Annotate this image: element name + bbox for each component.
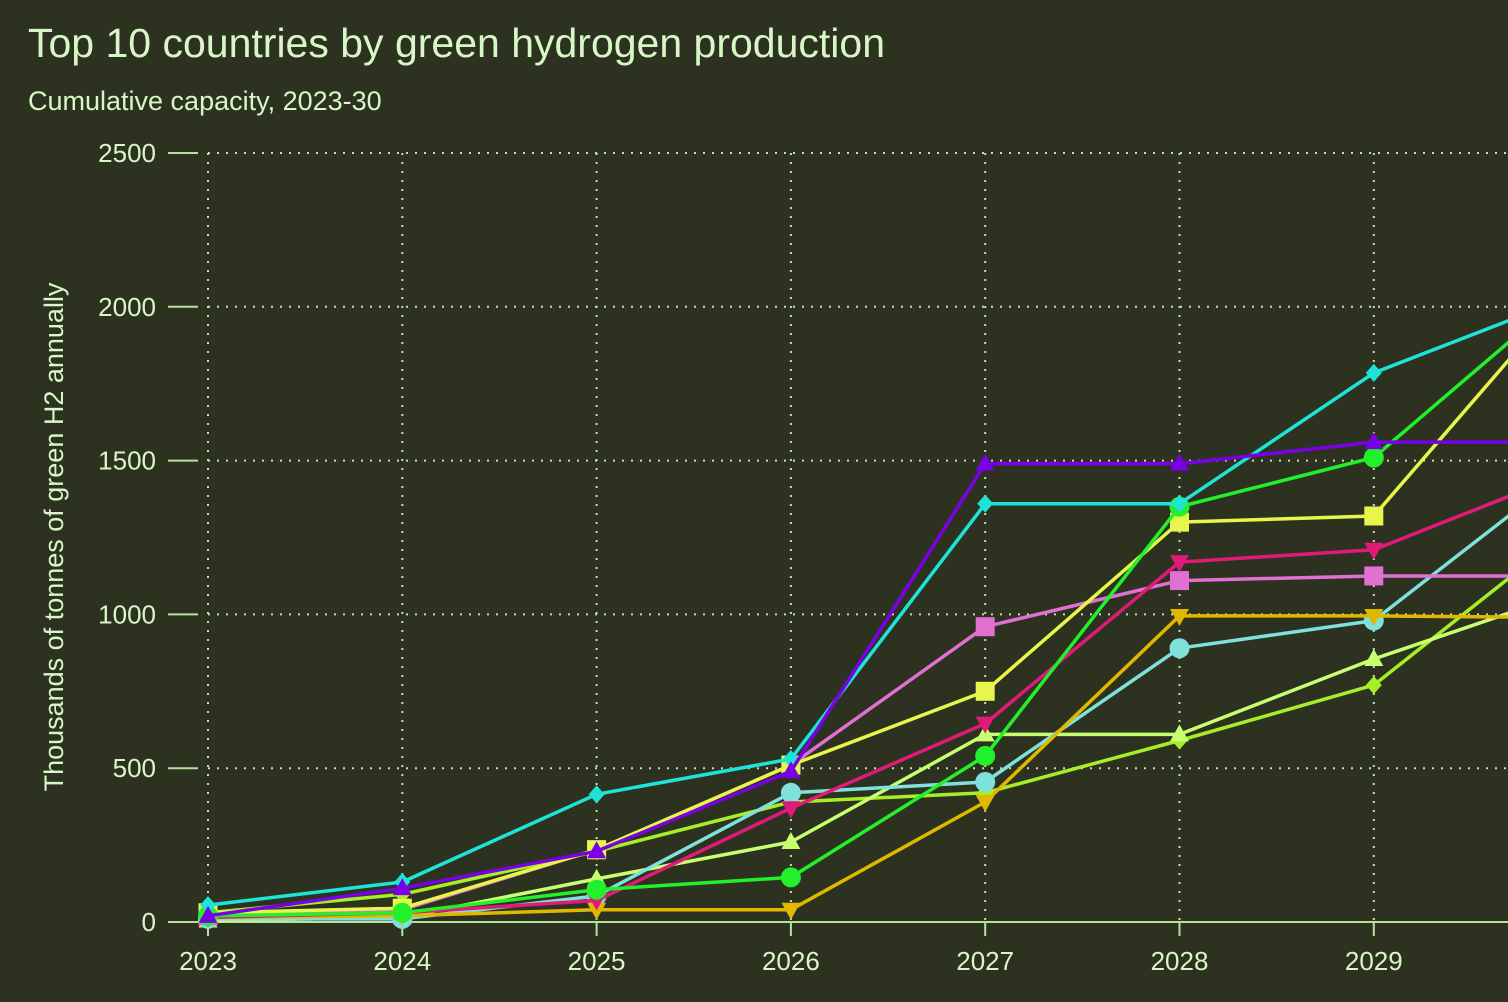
x-tick-label: 2028: [1151, 946, 1209, 976]
data-point: [1170, 571, 1189, 591]
y-tick-label: 2000: [98, 292, 156, 322]
data-point: [975, 681, 995, 701]
y-tick-label: 0: [142, 907, 156, 937]
data-point: [1364, 608, 1384, 626]
data-point: [781, 832, 801, 850]
series-lines: [198, 319, 1508, 929]
data-point: [586, 879, 607, 900]
data-point: [1169, 638, 1190, 659]
data-point: [1170, 724, 1189, 742]
series-5: [198, 494, 1508, 928]
series-7: [198, 608, 1508, 928]
series-2: [200, 319, 1508, 915]
data-point: [780, 782, 801, 803]
series-1: [198, 432, 1508, 923]
y-tick-label: 2500: [98, 138, 156, 168]
data-point: [977, 494, 994, 513]
data-point: [587, 902, 607, 920]
data-point: [1365, 363, 1382, 382]
y-tick-label: 1500: [98, 446, 156, 476]
data-point: [975, 716, 995, 734]
series-line: [207, 358, 1508, 915]
x-tick-label: 2025: [568, 946, 626, 976]
chart-subtitle: Cumulative capacity, 2023-30: [28, 86, 382, 116]
data-point: [975, 772, 996, 793]
data-point: [1170, 453, 1189, 471]
data-point: [781, 761, 801, 779]
data-point: [588, 785, 605, 804]
x-tick-label: 2029: [1345, 946, 1403, 976]
data-point: [975, 745, 996, 766]
series-line: [207, 440, 1508, 918]
series-6: [198, 566, 1508, 926]
series-line: [207, 319, 1508, 907]
data-point: [1364, 542, 1384, 560]
data-point: [1363, 447, 1384, 468]
series-line: [207, 576, 1508, 915]
data-point: [1364, 649, 1384, 667]
data-point: [587, 841, 607, 859]
data-point: [392, 902, 413, 923]
data-point: [1170, 512, 1189, 532]
axes: 0 500 1000 1500 2000 2500 2023 2024 2025 2026 2027…: [98, 138, 1508, 976]
chart-title: Top 10 countries by green hydrogen produ…: [28, 20, 886, 66]
series-line: [207, 614, 1508, 920]
data-point: [781, 801, 801, 819]
data-point: [1171, 494, 1188, 513]
x-tick-label: 2026: [762, 946, 820, 976]
series-4: [198, 358, 1508, 923]
series-line: [207, 494, 1508, 920]
data-point: [780, 867, 801, 888]
data-point: [1364, 506, 1384, 526]
series-10: [200, 576, 1508, 922]
series-line: [207, 340, 1508, 918]
data-point: [975, 617, 995, 637]
series-8: [198, 514, 1508, 929]
data-point: [1170, 608, 1189, 626]
data-point: [1170, 555, 1189, 573]
data-point: [1364, 566, 1384, 586]
y-axis-title: Thousands of tonnes of green H2 annually: [39, 282, 69, 791]
data-point: [1364, 432, 1384, 450]
data-point: [198, 905, 218, 923]
x-tick-label: 2027: [956, 946, 1014, 976]
data-point: [975, 453, 995, 471]
y-tick-label: 500: [113, 753, 156, 783]
data-point: [392, 878, 412, 896]
data-point: [200, 896, 216, 915]
series-9: [198, 611, 1508, 928]
data-point: [1365, 676, 1382, 695]
x-tick-label: 2024: [373, 946, 431, 976]
y-tick-label: 1000: [98, 599, 156, 629]
data-point: [975, 795, 995, 813]
x-tick-label: 2023: [179, 946, 237, 976]
data-point: [781, 902, 801, 920]
series-3: [198, 340, 1508, 926]
